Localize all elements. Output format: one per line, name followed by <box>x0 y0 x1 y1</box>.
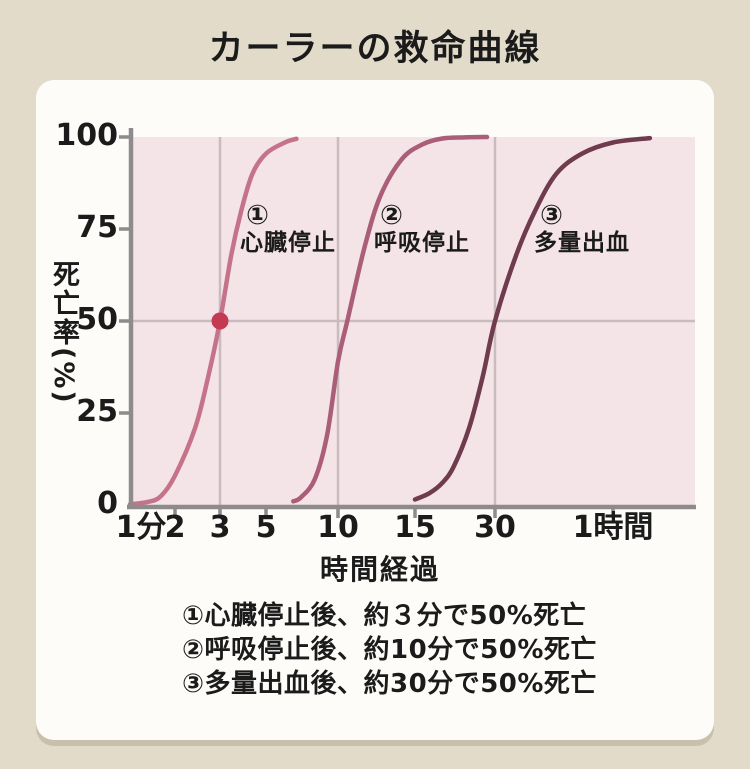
y-tick-label: 100 <box>55 118 118 153</box>
curve-label-text: 多量出血 <box>534 230 630 256</box>
note-massive-bleeding: ③多量出血後、約30分で50%死亡 <box>182 669 597 699</box>
x-tick-label: 2 <box>164 510 186 545</box>
y-tick-label: 0 <box>97 486 118 521</box>
curve-label-digit: ① <box>246 200 269 231</box>
page-title: カーラーの救命曲線 <box>208 29 542 69</box>
curve-label-digit: ③ <box>540 200 563 231</box>
x-tick-label: 15 <box>394 510 436 545</box>
curve-label-respiratory-arrest: ② 呼吸停止 <box>374 202 470 256</box>
curve-label-text: 呼吸停止 <box>374 230 470 256</box>
note-respiratory-arrest: ②呼吸停止後、約10分で50%死亡 <box>182 635 597 665</box>
x-tick-label: 10 <box>317 510 359 545</box>
marker-dot-50pct-3min <box>211 312 229 330</box>
survival-curve-2 <box>291 134 490 504</box>
note-cardiac-arrest: ①心臓停止後、約３分で50%死亡 <box>182 601 587 631</box>
x-axis-title: 時間経過 <box>319 553 440 586</box>
footnotes: ①心臓停止後、約３分で50%死亡 ②呼吸停止後、約10分で50%死亡 ③多量出血… <box>182 599 597 701</box>
x-tick-label: 1分 <box>115 510 167 545</box>
curve-label-digit: ② <box>380 200 403 231</box>
curve-label-massive-bleeding: ③ 多量出血 <box>534 202 630 256</box>
curve-label-text: 心臓停止 <box>240 230 336 256</box>
x-tick-label: 30 <box>474 510 516 545</box>
x-tick-label: 3 <box>209 510 231 545</box>
y-tick-label: 25 <box>76 394 118 429</box>
y-tick-label: 50 <box>76 302 118 337</box>
curve-label-cardiac-arrest: ① 心臓停止 <box>240 202 336 256</box>
y-tick-label: 75 <box>76 210 118 245</box>
x-tick-label: 5 <box>255 510 277 545</box>
survival-curve-3 <box>412 135 653 502</box>
y-axis-title: 死亡率(%) <box>48 260 79 405</box>
x-tick-label: 1時間 <box>572 510 654 545</box>
